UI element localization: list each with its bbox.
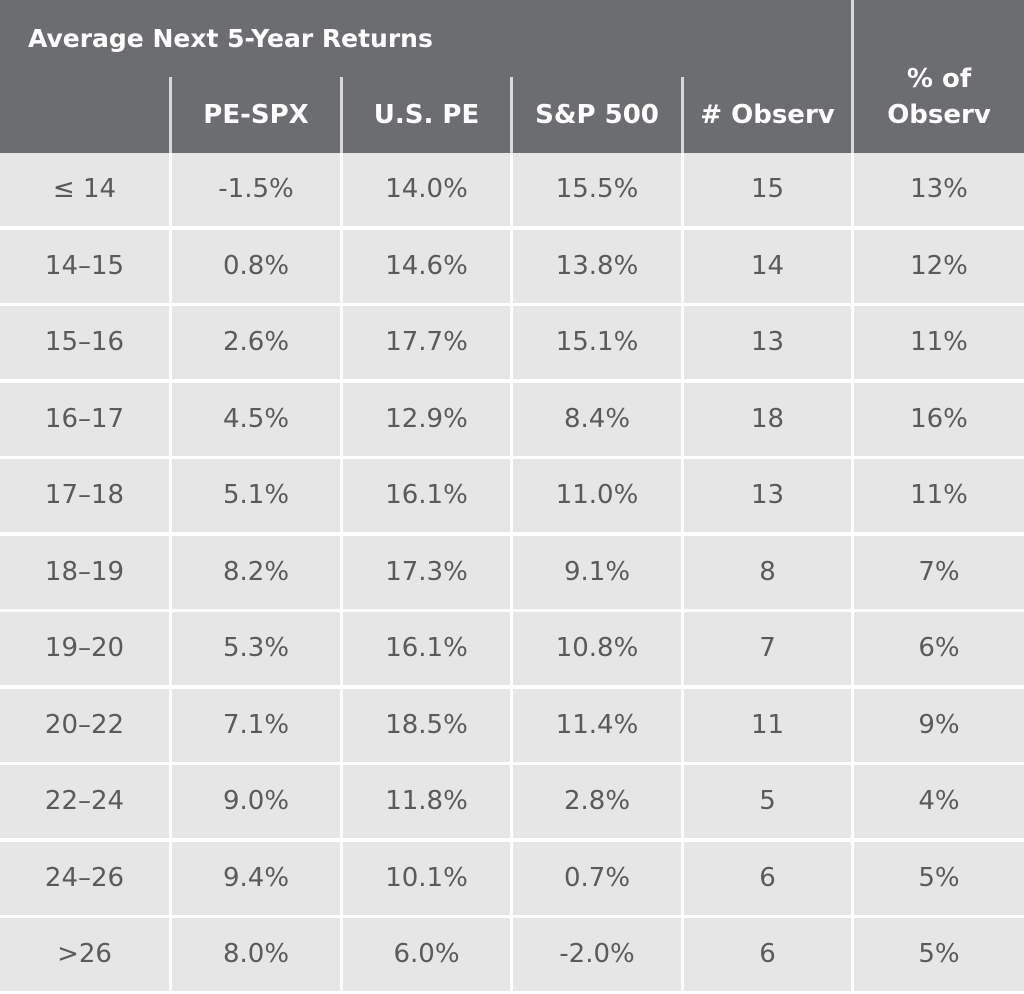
table-cell: -1.5% xyxy=(172,153,340,226)
table-row: 18–19 8.2% 17.3% 9.1% 8 7% xyxy=(0,535,1024,609)
table-cell: 5% xyxy=(854,918,1024,991)
table-cell: 16% xyxy=(854,382,1024,456)
row-label: 16–17 xyxy=(0,382,169,456)
table-cell: 8.4% xyxy=(513,382,681,456)
table-row: 24–26 9.4% 10.1% 0.7% 6 5% xyxy=(0,841,1024,915)
column-header: % of Observ xyxy=(854,61,1024,133)
table-cell: 18.5% xyxy=(343,688,510,762)
table-cell: 8 xyxy=(684,535,851,609)
table-cell: 6.0% xyxy=(343,918,510,991)
table-cell: 17.7% xyxy=(343,306,510,379)
table-cell: 2.6% xyxy=(172,306,340,379)
table-cell: 15.1% xyxy=(513,306,681,379)
row-label: >26 xyxy=(0,918,169,991)
column-header-line: S&P 500 xyxy=(535,100,659,130)
table-cell: 17.3% xyxy=(343,535,510,609)
row-label: 18–19 xyxy=(0,535,169,609)
column-header: S&P 500 xyxy=(513,97,681,133)
table-cell: 6% xyxy=(854,612,1024,685)
header-separator xyxy=(681,77,684,153)
row-label: 24–26 xyxy=(0,841,169,915)
table-cell: -2.0% xyxy=(513,918,681,991)
table-cell: 9.4% xyxy=(172,841,340,915)
table-cell: 16.1% xyxy=(343,612,510,685)
table-cell: 5% xyxy=(854,841,1024,915)
table-cell: 9.0% xyxy=(172,765,340,838)
table-cell: 15 xyxy=(684,153,851,226)
table-title: Average Next 5-Year Returns xyxy=(28,24,433,53)
column-header-line: # Observ xyxy=(700,100,835,130)
table-cell: 10.8% xyxy=(513,612,681,685)
table-cell: 4% xyxy=(854,765,1024,838)
table-cell: 13% xyxy=(854,153,1024,226)
table-cell: 13 xyxy=(684,459,851,532)
column-header: # Observ xyxy=(684,97,851,133)
table-cell: 14 xyxy=(684,229,851,303)
table-cell: 5 xyxy=(684,765,851,838)
table-cell: 5.3% xyxy=(172,612,340,685)
table-cell: 4.5% xyxy=(172,382,340,456)
table-cell: 12% xyxy=(854,229,1024,303)
table-cell: 7% xyxy=(854,535,1024,609)
table-cell: 7.1% xyxy=(172,688,340,762)
table-cell: 0.7% xyxy=(513,841,681,915)
table-cell: 18 xyxy=(684,382,851,456)
table-row: 17–18 5.1% 16.1% 11.0% 13 11% xyxy=(0,459,1024,532)
table-row: >26 8.0% 6.0% -2.0% 6 5% xyxy=(0,918,1024,991)
table-cell: 6 xyxy=(684,841,851,915)
table-row: 16–17 4.5% 12.9% 8.4% 18 16% xyxy=(0,382,1024,456)
table-cell: 8.0% xyxy=(172,918,340,991)
header-separator xyxy=(510,77,513,153)
table-cell: 14.0% xyxy=(343,153,510,226)
table-row: 19–20 5.3% 16.1% 10.8% 7 6% xyxy=(0,612,1024,685)
table-cell: 6 xyxy=(684,918,851,991)
row-label: 14–15 xyxy=(0,229,169,303)
table-cell: 9.1% xyxy=(513,535,681,609)
table-cell: 8.2% xyxy=(172,535,340,609)
table-cell: 14.6% xyxy=(343,229,510,303)
header-separator xyxy=(851,0,854,153)
table-cell: 11.0% xyxy=(513,459,681,532)
table-cell: 9% xyxy=(854,688,1024,762)
column-header: U.S. PE xyxy=(343,97,510,133)
column-header-line: % of xyxy=(906,64,972,94)
table-cell: 13.8% xyxy=(513,229,681,303)
table-cell: 11.4% xyxy=(513,688,681,762)
row-label: 17–18 xyxy=(0,459,169,532)
table-row: 15–16 2.6% 17.7% 15.1% 13 11% xyxy=(0,306,1024,379)
table-cell: 0.8% xyxy=(172,229,340,303)
row-label: 22–24 xyxy=(0,765,169,838)
table-cell: 13 xyxy=(684,306,851,379)
column-header: PE-SPX xyxy=(172,97,340,133)
table-row: 20–22 7.1% 18.5% 11.4% 11 9% xyxy=(0,688,1024,762)
row-label: 19–20 xyxy=(0,612,169,685)
table-row: ≤ 14 -1.5% 14.0% 15.5% 15 13% xyxy=(0,153,1024,226)
table-cell: 5.1% xyxy=(172,459,340,532)
table-cell: 2.8% xyxy=(513,765,681,838)
table-cell: 11% xyxy=(854,459,1024,532)
table-cell: 16.1% xyxy=(343,459,510,532)
table-cell: 11 xyxy=(684,688,851,762)
table-cell: 11% xyxy=(854,306,1024,379)
column-header-line: PE-SPX xyxy=(203,100,309,130)
row-label: 20–22 xyxy=(0,688,169,762)
header-separator xyxy=(340,77,343,153)
header-separator xyxy=(169,77,172,153)
table-cell: 10.1% xyxy=(343,841,510,915)
row-label: 15–16 xyxy=(0,306,169,379)
table-header: Average Next 5-Year Returns PE-SPX U.S. P… xyxy=(0,0,1024,153)
row-label: ≤ 14 xyxy=(0,153,169,226)
table-cell: 12.9% xyxy=(343,382,510,456)
column-header-line: U.S. PE xyxy=(373,100,480,130)
table-cell: 11.8% xyxy=(343,765,510,838)
table-cell: 7 xyxy=(684,612,851,685)
table-row: 14–15 0.8% 14.6% 13.8% 14 12% xyxy=(0,229,1024,303)
column-header-line: Observ xyxy=(887,100,991,130)
table-row: 22–24 9.0% 11.8% 2.8% 5 4% xyxy=(0,765,1024,838)
table-cell: 15.5% xyxy=(513,153,681,226)
